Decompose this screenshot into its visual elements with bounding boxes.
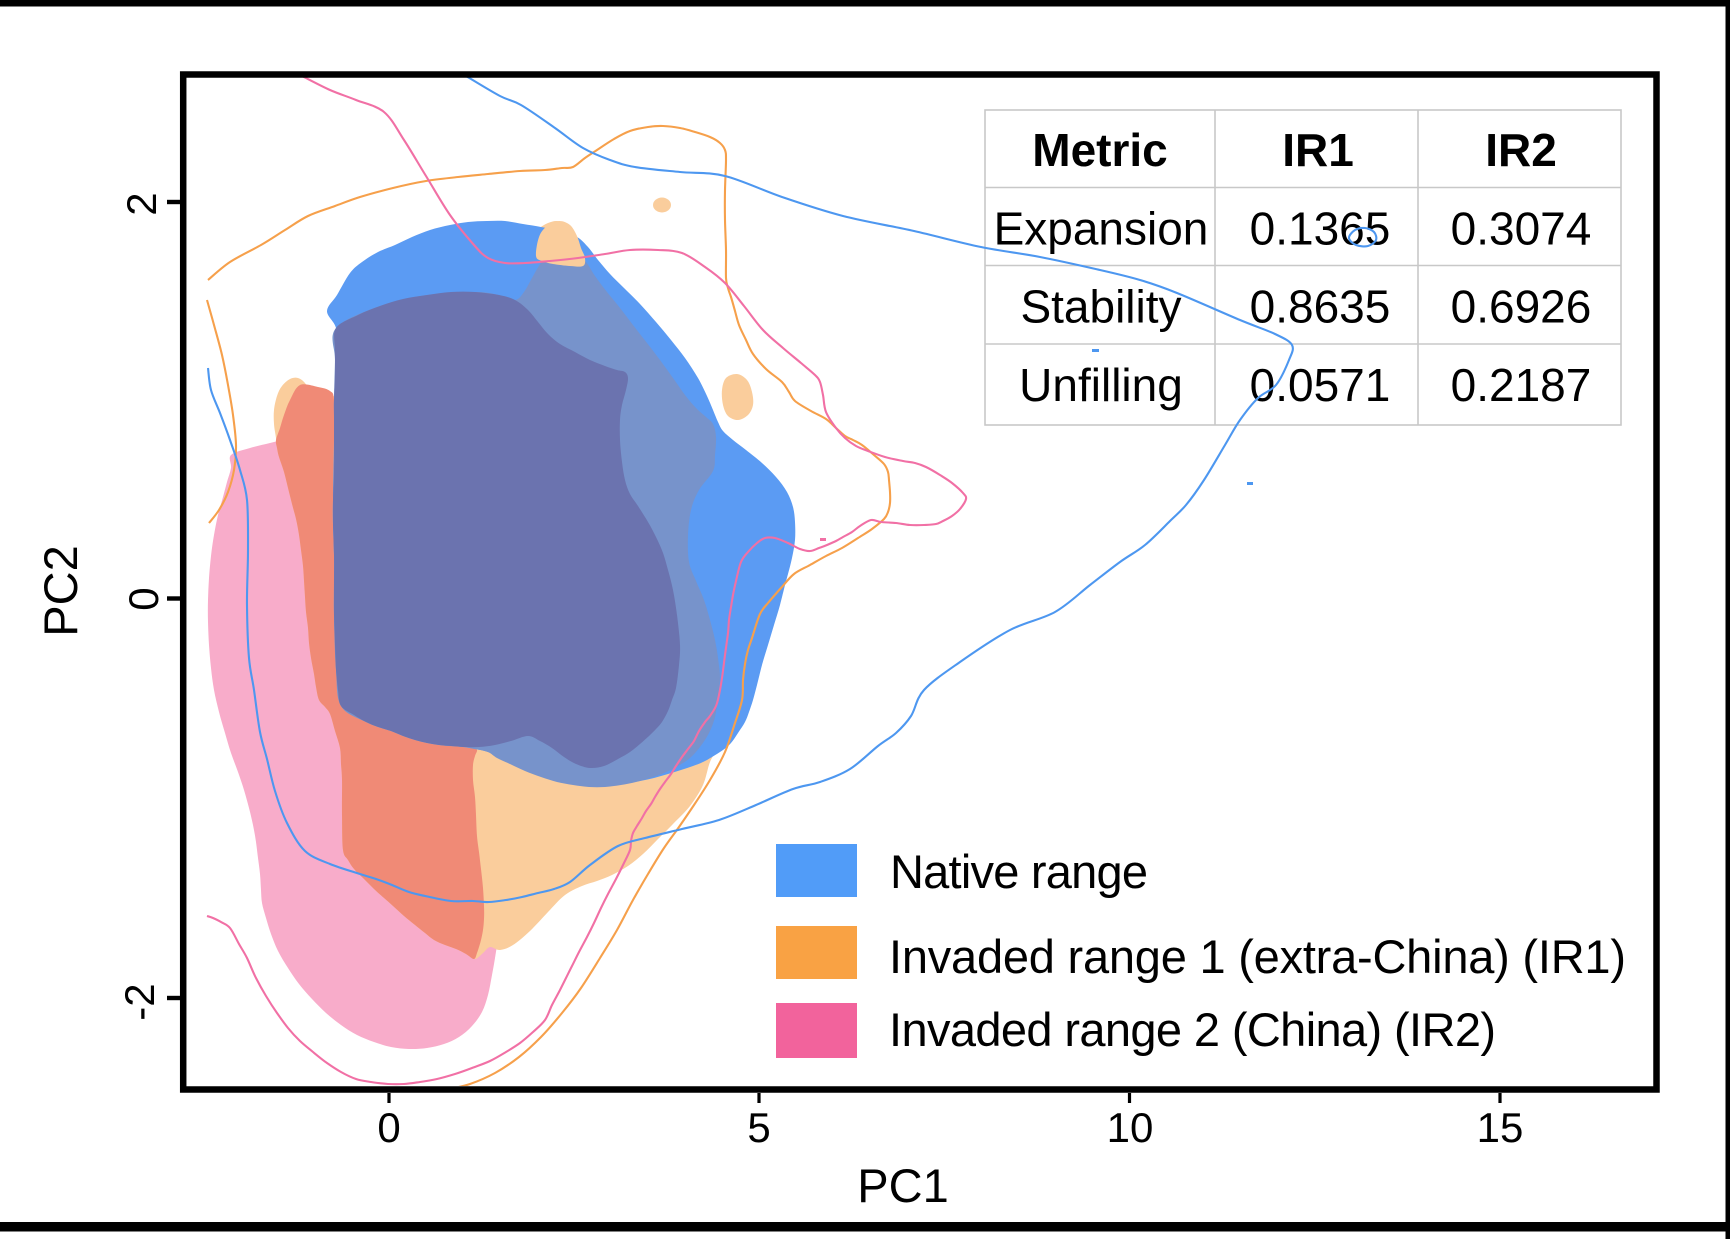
svg-text:0.2187: 0.2187 <box>1451 359 1592 411</box>
svg-text:IR1: IR1 <box>1282 124 1354 176</box>
svg-text:Metric: Metric <box>1032 124 1167 176</box>
svg-text:0.8635: 0.8635 <box>1250 281 1391 333</box>
svg-text:PC1: PC1 <box>857 1159 948 1212</box>
svg-text:0: 0 <box>377 1104 400 1151</box>
svg-text:PC2: PC2 <box>34 545 87 636</box>
svg-text:10: 10 <box>1107 1104 1154 1151</box>
svg-text:15: 15 <box>1477 1104 1524 1151</box>
svg-text:Stability: Stability <box>1020 281 1181 333</box>
svg-text:Unfilling: Unfilling <box>1019 359 1183 411</box>
svg-text:Invaded range 1 (extra-China): Invaded range 1 (extra-China) (IR1) <box>889 930 1626 983</box>
svg-text:Invaded range 2 (China) (IR2): Invaded range 2 (China) (IR2) <box>889 1003 1496 1056</box>
svg-text:Native range: Native range <box>890 845 1148 898</box>
svg-text:2: 2 <box>118 192 165 215</box>
svg-text:0: 0 <box>120 587 167 610</box>
svg-text:0.0571: 0.0571 <box>1250 359 1391 411</box>
svg-text:-2: -2 <box>116 983 163 1020</box>
svg-text:IR2: IR2 <box>1485 124 1557 176</box>
svg-text:5: 5 <box>747 1104 770 1151</box>
svg-text:Expansion: Expansion <box>994 203 1209 255</box>
svg-text:0.3074: 0.3074 <box>1451 203 1592 255</box>
svg-text:0.6926: 0.6926 <box>1451 281 1592 333</box>
